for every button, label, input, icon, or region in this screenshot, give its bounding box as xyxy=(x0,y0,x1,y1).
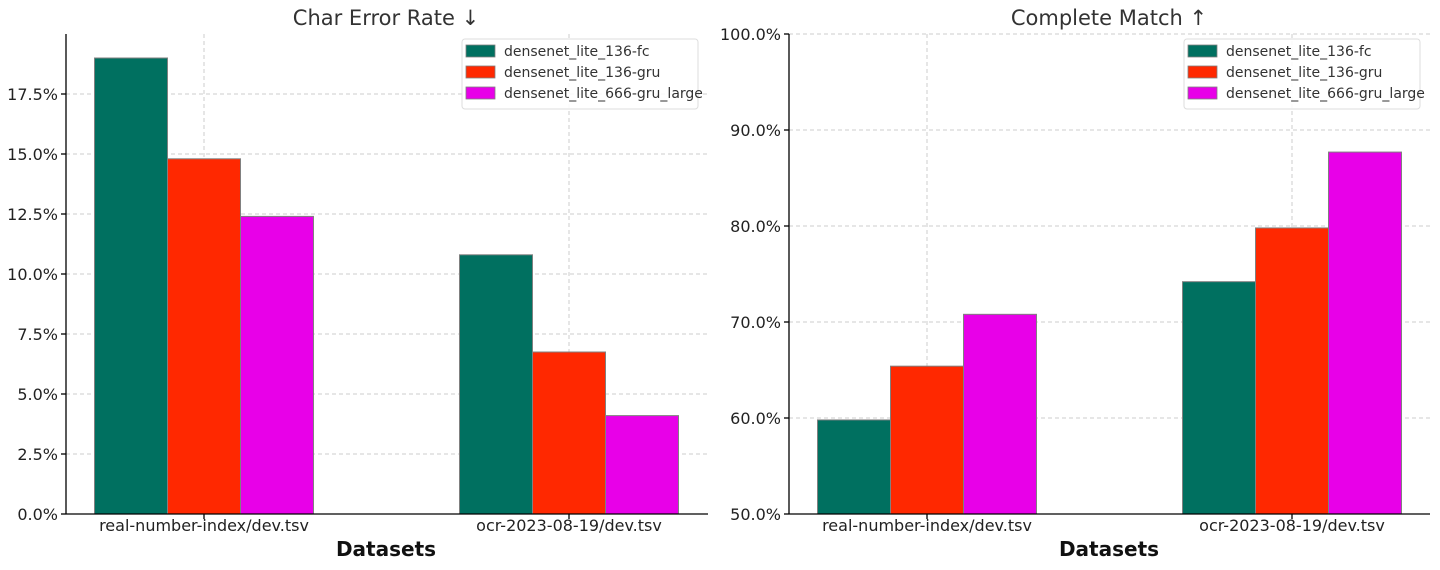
legend-label: densenet_lite_666-gru_large xyxy=(504,86,703,102)
legend-label: densenet_lite_666-gru_large xyxy=(1226,86,1425,102)
legend-box xyxy=(461,38,699,110)
bar-densenet_lite_666-gru_large-real-number-index/dev.tsv xyxy=(240,215,314,515)
y-tick-label: 50.0% xyxy=(730,505,781,524)
legend-swatch xyxy=(1187,65,1218,79)
x-tick-label: real-number-index/dev.tsv xyxy=(822,516,1032,535)
legend: densenet_lite_136-fc densenet_lite_136-gr… xyxy=(1183,38,1425,110)
y-tick-label: 10.0% xyxy=(7,265,58,284)
x-tick-label: real-number-index/dev.tsv xyxy=(99,516,309,535)
chart-title: Complete Match ↑ xyxy=(1011,6,1207,30)
y-tick-label: 90.0% xyxy=(730,121,781,140)
legend-swatch xyxy=(465,65,496,79)
x-axis-label: Datasets xyxy=(1059,537,1159,561)
y-tick-label: 17.5% xyxy=(7,85,58,104)
bars xyxy=(94,57,679,515)
bar-densenet_lite_136-gru-real-number-index/dev.tsv xyxy=(890,365,964,515)
bar-densenet_lite_666-gru_large-real-number-index/dev.tsv xyxy=(963,313,1037,515)
bar-densenet_lite_136-fc-ocr-2023-08-19/dev.tsv xyxy=(1182,281,1256,515)
legend-swatch xyxy=(465,86,496,100)
legend-label: densenet_lite_136-gru xyxy=(1226,65,1382,81)
legend-swatch xyxy=(1187,86,1218,100)
y-tick-label: 80.0% xyxy=(730,217,781,236)
legend-label: densenet_lite_136-fc xyxy=(504,44,650,60)
legend-swatch xyxy=(1187,44,1218,58)
bar-densenet_lite_136-gru-real-number-index/dev.tsv xyxy=(167,158,241,515)
bar-densenet_lite_136-fc-real-number-index/dev.tsv xyxy=(94,57,168,515)
x-tick-label: ocr-2023-08-19/dev.tsv xyxy=(1199,516,1385,535)
legend-label: densenet_lite_136-fc xyxy=(1226,44,1372,60)
char-error-rate-chart: Char Error Rate ↓ Datasets 0.0% 2.5% 5.0% 7… xyxy=(7,6,708,561)
y-tick-label: 2.5% xyxy=(17,445,58,464)
bar-densenet_lite_136-gru-ocr-2023-08-19/dev.tsv xyxy=(532,351,606,515)
bars xyxy=(817,151,1402,515)
bar-densenet_lite_136-fc-real-number-index/dev.tsv xyxy=(817,419,891,515)
y-tick-label: 7.5% xyxy=(17,325,58,344)
x-axis-label: Datasets xyxy=(336,537,436,561)
x-tick-label: ocr-2023-08-19/dev.tsv xyxy=(476,516,662,535)
bar-densenet_lite_666-gru_large-ocr-2023-08-19/dev.tsv xyxy=(1328,151,1402,515)
y-tick-label: 60.0% xyxy=(730,409,781,428)
bar-densenet_lite_136-fc-ocr-2023-08-19/dev.tsv xyxy=(459,254,533,515)
bar-densenet_lite_666-gru_large-ocr-2023-08-19/dev.tsv xyxy=(605,415,679,515)
legend-swatch xyxy=(465,44,496,58)
y-tick-label: 12.5% xyxy=(7,205,58,224)
legend-box xyxy=(1183,38,1421,110)
legend-label: densenet_lite_136-gru xyxy=(504,65,660,81)
legend: densenet_lite_136-fc densenet_lite_136-gr… xyxy=(461,38,703,110)
complete-match-chart: Complete Match ↑ Datasets 50.0% 60.0% 70.0… xyxy=(720,6,1430,561)
y-tick-label: 0.0% xyxy=(17,505,58,524)
chart-title: Char Error Rate ↓ xyxy=(293,6,479,30)
y-tick-label: 70.0% xyxy=(730,313,781,332)
y-tick-label: 15.0% xyxy=(7,145,58,164)
bar-densenet_lite_136-gru-ocr-2023-08-19/dev.tsv xyxy=(1255,227,1329,515)
y-tick-label: 5.0% xyxy=(17,385,58,404)
y-tick-label: 100.0% xyxy=(720,25,781,44)
